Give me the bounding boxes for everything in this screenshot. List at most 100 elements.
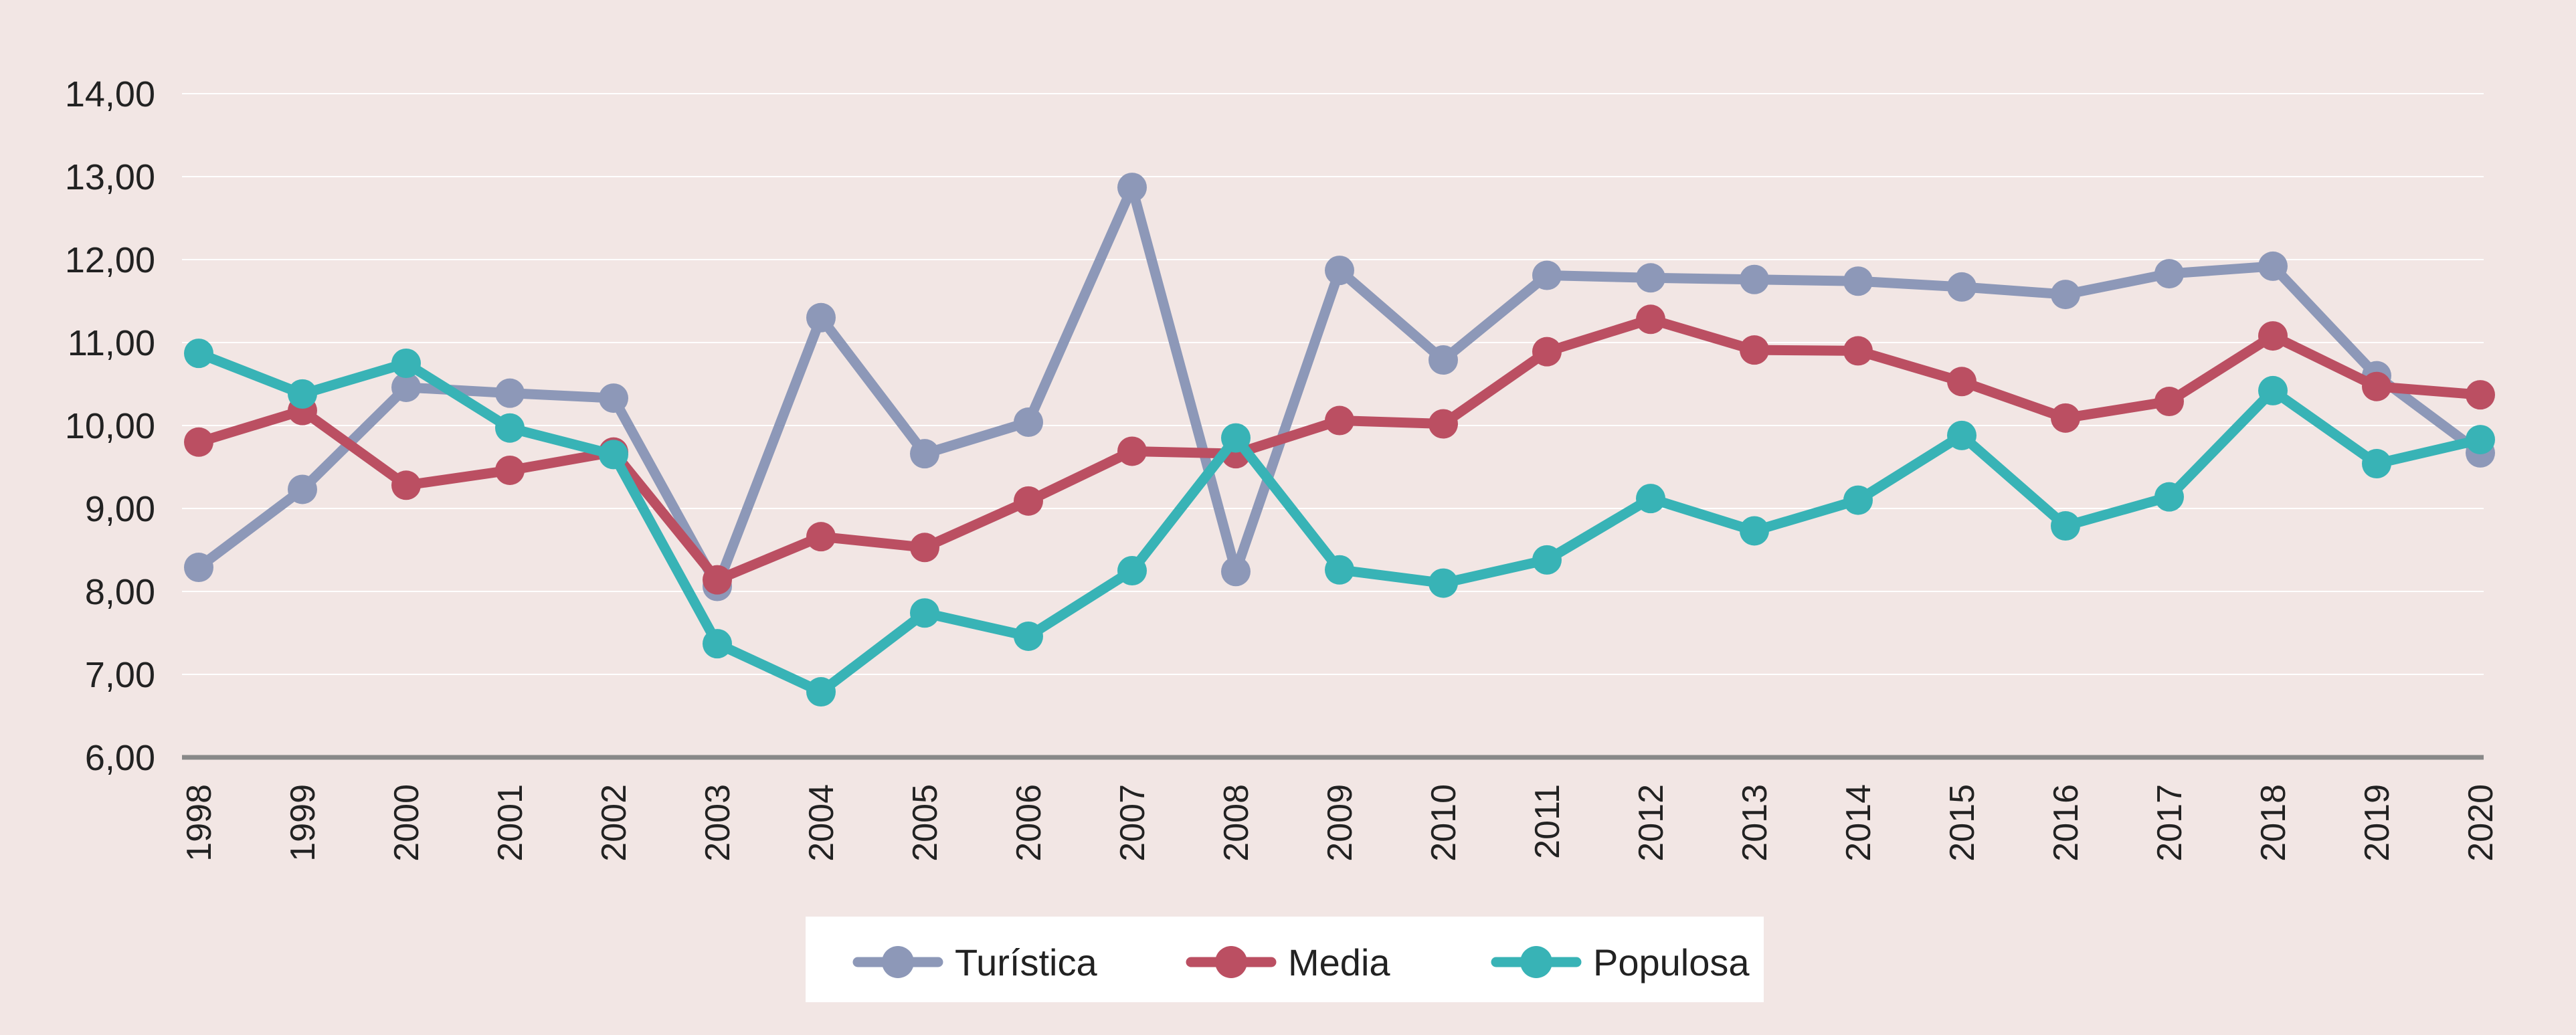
series-line	[193, 182, 2486, 592]
x-tick-label: 2016	[2047, 784, 2086, 862]
data-point	[2362, 449, 2391, 479]
data-point	[1221, 557, 1251, 587]
data-point	[1843, 336, 1873, 366]
data-point	[910, 439, 939, 469]
x-tick-label: 2006	[1010, 784, 1048, 862]
x-tick-label: 2020	[2462, 784, 2500, 862]
data-point	[703, 629, 732, 659]
data-point	[1117, 436, 1147, 466]
legend-label: Turística	[955, 941, 1097, 983]
legend: Turística Media Populosa	[806, 917, 1764, 1002]
data-point	[1429, 568, 1458, 598]
y-tick-label: 10,00	[65, 406, 155, 446]
data-point	[495, 378, 525, 408]
data-point	[1740, 335, 1769, 365]
x-tick-label: 2013	[1736, 784, 1774, 862]
series-line	[193, 314, 2486, 585]
x-tick-label: 1998	[180, 784, 219, 862]
x-tick-label: 1999	[284, 784, 323, 862]
data-point	[1740, 264, 1769, 294]
x-tick-label: 2002	[595, 784, 634, 862]
data-point	[391, 349, 421, 378]
data-point	[184, 339, 213, 369]
x-tick-label: 2007	[1113, 784, 1152, 862]
data-point	[184, 553, 213, 583]
data-point	[1532, 545, 1562, 575]
data-point	[1636, 484, 1665, 514]
data-point	[599, 383, 628, 413]
data-point	[1117, 173, 1147, 203]
x-tick-label: 2018	[2254, 784, 2293, 862]
data-point	[2466, 380, 2495, 410]
data-point	[2154, 259, 2184, 289]
y-tick-label: 11,00	[68, 323, 155, 363]
data-point	[2154, 387, 2184, 417]
data-point	[703, 565, 732, 595]
x-tick-label: 2011	[1528, 784, 1567, 859]
x-tick-label: 2003	[699, 784, 737, 862]
data-point	[1014, 407, 1043, 438]
data-point	[2258, 321, 2288, 351]
data-point	[1014, 486, 1043, 516]
x-tick-label: 2004	[802, 784, 841, 862]
data-point	[1843, 485, 1873, 515]
series-populosa	[184, 339, 2495, 707]
x-tick-label: 2017	[2150, 784, 2189, 862]
y-tick-label: 8,00	[85, 572, 155, 612]
x-tick-label: 2019	[2358, 784, 2397, 862]
legend-marker	[882, 946, 914, 978]
data-point	[1532, 260, 1562, 290]
x-axis-ticks: 1998 1999 2000 2001 2002 2003 2004 2005 2006 2007…	[180, 784, 2500, 862]
legend-label: Populosa	[1593, 941, 1750, 983]
x-tick-label: 2005	[906, 784, 945, 862]
data-point	[1429, 409, 1458, 439]
data-point	[1532, 337, 1562, 367]
series-group	[184, 173, 2495, 707]
y-tick-label: 9,00	[85, 489, 155, 529]
x-tick-label: 2015	[1943, 784, 1982, 862]
data-point	[1947, 420, 1976, 450]
data-point	[288, 379, 317, 409]
gridlines	[182, 93, 2484, 675]
data-point	[495, 413, 525, 443]
data-point	[806, 677, 836, 707]
data-point	[2466, 425, 2495, 455]
x-tick-label: 2000	[387, 784, 426, 862]
x-tick-label: 2001	[491, 784, 530, 862]
y-tick-label: 6,00	[85, 738, 155, 778]
data-point	[1429, 345, 1458, 375]
data-point	[1117, 556, 1147, 585]
x-tick-label: 2012	[1632, 784, 1671, 862]
series-turística	[184, 173, 2495, 601]
data-point	[2051, 280, 2080, 310]
data-point	[2051, 403, 2080, 433]
x-tick-label: 2008	[1217, 784, 1256, 862]
data-point	[2258, 251, 2288, 281]
data-point	[391, 470, 421, 500]
x-tick-label: 2009	[1321, 784, 1360, 862]
data-point	[599, 440, 628, 470]
data-point	[2258, 375, 2288, 405]
data-point	[1325, 555, 1354, 585]
data-point	[1947, 367, 1976, 397]
data-point	[806, 522, 836, 552]
data-point	[495, 455, 525, 485]
x-tick-label: 2010	[1424, 784, 1463, 862]
y-axis-ticks: 6,00 7,00 8,00 9,00 10,00 11,00 12,00 13,00 14,0…	[65, 74, 155, 778]
data-point	[2362, 371, 2391, 401]
data-point	[391, 372, 421, 402]
data-point	[1221, 423, 1251, 453]
y-tick-label: 12,00	[65, 240, 155, 280]
data-point	[2154, 482, 2184, 512]
data-point	[1636, 263, 1665, 293]
data-point	[1636, 304, 1665, 335]
data-point	[1843, 266, 1873, 296]
legend-marker	[1520, 946, 1552, 978]
data-point	[910, 533, 939, 563]
data-point	[806, 302, 836, 333]
y-tick-label: 14,00	[65, 74, 155, 114]
y-tick-label: 7,00	[85, 655, 155, 695]
data-point	[1325, 256, 1354, 286]
data-point	[288, 474, 317, 504]
